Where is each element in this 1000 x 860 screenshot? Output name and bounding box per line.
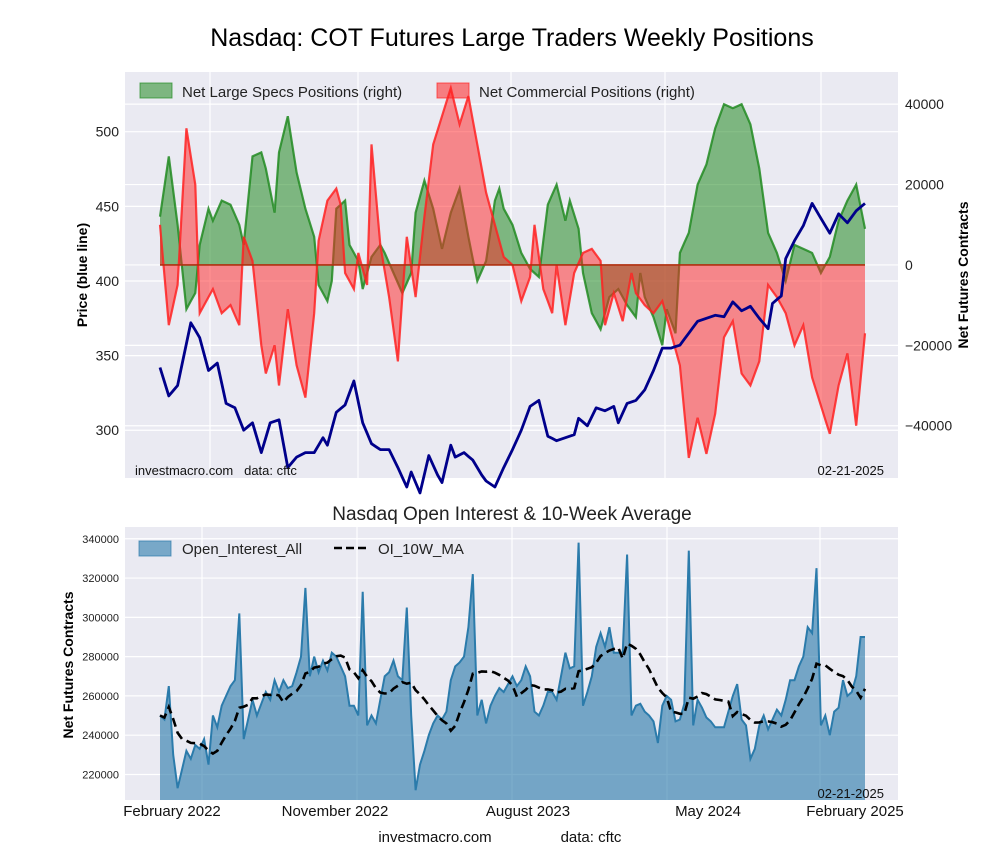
oi-tick-label: 320000 [82, 573, 119, 585]
price-tick-label: 350 [96, 348, 120, 364]
net-contracts-tick-label: −40000 [905, 418, 952, 434]
date-tick-label: May 2024 [675, 803, 741, 820]
oi-tick-label: 340000 [82, 534, 119, 546]
price-tick-label: 400 [96, 273, 120, 289]
date-tick-label: August 2023 [486, 803, 570, 820]
oi-axis-ticks: 220000 240000 260000 280000 300000 320000 3400… [82, 534, 119, 782]
price-axis-label: Price (blue line) [74, 223, 90, 327]
oi-tick-label: 300000 [82, 612, 119, 624]
price-tick-label: 500 [96, 124, 120, 140]
footer-source: data: cftc [561, 829, 622, 846]
date-tick-label: February 2022 [123, 803, 221, 820]
open-interest-line [159, 542, 865, 791]
oi-tick-label: 260000 [82, 691, 119, 703]
price-tick-label: 300 [96, 422, 120, 438]
legend-label-open-interest: Open_Interest_All [182, 541, 302, 558]
net-contracts-axis-ticks: −40000 −20000 0 20000 40000 [905, 96, 952, 434]
price-line [158, 202, 866, 495]
oi-chart-title: Nasdaq Open Interest & 10-Week Average [332, 504, 691, 525]
net-contracts-tick-label: 0 [905, 257, 913, 273]
legend-label-specs: Net Large Specs Positions (right) [182, 84, 402, 101]
legend-label-commercial: Net Commercial Positions (right) [479, 84, 695, 101]
oi-marks [159, 542, 867, 800]
price-tick-label: 450 [96, 198, 120, 214]
footer-site: investmacro.com [378, 829, 491, 846]
net-contracts-tick-label: −20000 [905, 337, 952, 353]
date-tick-label: November 2022 [282, 803, 389, 820]
price-axis-ticks: 300 350 400 450 500 [96, 124, 120, 439]
oi-legend: Open_Interest_All OI_10W_MA [138, 540, 464, 558]
specs-area [160, 104, 865, 346]
oi-10w-ma-line [159, 641, 867, 756]
oi-tick-label: 280000 [82, 652, 119, 664]
top-date-label: 02-21-2025 [818, 463, 885, 478]
legend-label-ma: OI_10W_MA [378, 541, 464, 558]
oi-axis-label: Net Futures Contracts [60, 591, 76, 738]
legend-swatch-specs [139, 82, 173, 99]
net-contracts-tick-label: 40000 [905, 96, 944, 112]
chart-title: Nasdaq: COT Futures Large Traders Weekly… [210, 24, 814, 52]
net-contracts-tick-label: 20000 [905, 177, 944, 193]
date-tick-label: February 2025 [806, 803, 904, 820]
commercial-area [160, 88, 865, 458]
oi-tick-label: 240000 [82, 730, 119, 742]
specs-line [158, 102, 867, 346]
date-axis-ticks: February 2022 November 2022 August 2023 May… [123, 803, 904, 820]
legend-swatch-commercial [436, 82, 470, 99]
net-contracts-axis-label: Net Futures Contracts [955, 201, 971, 348]
positions-legend: Net Large Specs Positions (right) Net Co… [139, 82, 695, 101]
top-watermark: investmacro.com data: cftc [135, 463, 297, 478]
legend-swatch-open-interest [138, 540, 172, 557]
oi-date-label: 02-21-2025 [818, 786, 885, 801]
open-interest-area [160, 542, 865, 800]
oi-tick-label: 220000 [82, 769, 119, 781]
positions-marks [158, 84, 867, 495]
